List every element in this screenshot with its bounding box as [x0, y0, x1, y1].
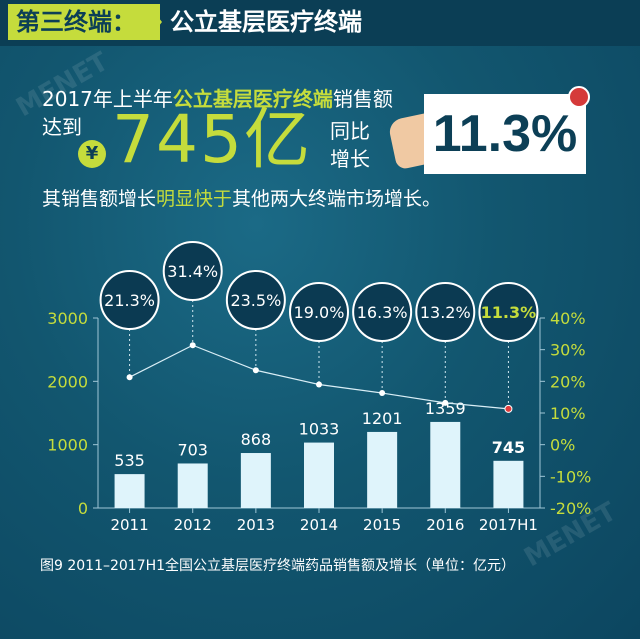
- growth-bubble: [478, 282, 539, 342]
- growth-value-label: 11.3%: [481, 303, 537, 322]
- headline-prefix: 2017年上半年: [42, 87, 173, 111]
- right-axis-tick-label: -10%: [550, 467, 591, 486]
- headline-suffix: 销售额: [332, 87, 393, 111]
- bar: [240, 453, 271, 508]
- growth-bubble: [289, 282, 349, 342]
- subline-suffix: 其他两大终端市场增长。: [232, 188, 442, 210]
- x-axis-tick-label: 2013: [237, 516, 275, 534]
- growth-bubble: [99, 270, 160, 330]
- subline-highlight: 明显快于: [156, 188, 233, 210]
- subline-prefix: 其销售额增长: [42, 188, 157, 210]
- growth-value-label: 23.5%: [230, 291, 281, 310]
- growth-value-label: 13.2%: [420, 303, 471, 322]
- section-tag-notch: [148, 4, 162, 40]
- right-axis-tick-label: 0%: [550, 436, 575, 455]
- chart-caption: 图9 2011–2017H1全国公立基层医疗终端药品销售额及增长（单位：亿元）: [40, 558, 516, 574]
- x-axis-tick-label: 2016: [426, 516, 464, 534]
- left-axis-tick-label: 0: [78, 499, 88, 518]
- growth-point: [252, 367, 259, 374]
- right-axis-tick-label: -20%: [550, 499, 591, 518]
- headline-line-1: 2017年上半年公立基层医疗终端销售额: [42, 86, 393, 112]
- ribbon-icon: [568, 86, 590, 108]
- bar: [430, 421, 461, 508]
- x-axis-tick-label: 2014: [300, 516, 338, 534]
- bar: [493, 460, 524, 508]
- growth-bubble: [162, 241, 223, 301]
- right-axis-tick-label: 40%: [550, 309, 586, 328]
- headline-line-2: 达到: [42, 115, 82, 139]
- bar-value-label: 868: [241, 430, 272, 449]
- bar: [367, 431, 398, 508]
- left-axis-tick-label: 1000: [47, 436, 88, 455]
- headline-highlight: 公立基层医疗终端: [172, 87, 333, 111]
- subline: 其销售额增长明显快于其他两大终端市场增长。: [42, 186, 441, 212]
- x-axis-tick-label: 2017H1: [479, 516, 538, 534]
- yoy-label-2: 增长: [330, 147, 370, 171]
- growth-bubble: [415, 282, 476, 342]
- yoy-value-card: 11.3%: [424, 94, 586, 174]
- yoy-label-1: 同比: [330, 119, 370, 143]
- bar-value-label: 535: [114, 451, 145, 470]
- bar: [177, 463, 208, 508]
- bar-value-label: 1033: [299, 420, 340, 439]
- yen-icon: ¥: [78, 140, 106, 168]
- section-title: 公立基层医疗终端: [170, 8, 362, 36]
- growth-point: [442, 399, 449, 406]
- growth-value-label: 19.0%: [294, 303, 345, 322]
- growth-point: [126, 374, 133, 381]
- growth-point: [379, 390, 386, 397]
- growth-bubble: [225, 270, 286, 330]
- right-axis-tick-label: 10%: [550, 404, 586, 423]
- growth-point: [504, 404, 513, 413]
- growth-value-label: 16.3%: [357, 303, 408, 322]
- growth-point: [316, 381, 322, 388]
- x-axis-tick-label: 2011: [110, 516, 148, 534]
- bar-value-label: 745: [492, 438, 525, 457]
- growth-value-label: 31.4%: [167, 262, 218, 281]
- right-axis-tick-label: 20%: [550, 372, 586, 391]
- right-axis-tick-label: 30%: [550, 341, 586, 360]
- bar-value-label: 703: [177, 440, 208, 459]
- left-axis-tick-label: 3000: [47, 309, 88, 328]
- x-axis-tick-label: 2015: [363, 516, 401, 534]
- growth-bubble: [352, 282, 413, 342]
- growth-value-label: 21.3%: [104, 291, 155, 310]
- section-tag: 第三终端：: [8, 4, 160, 40]
- sales-value: 745亿: [112, 101, 312, 178]
- bar: [304, 442, 334, 508]
- bar-value-label: 1201: [362, 409, 403, 428]
- left-axis-tick-label: 2000: [47, 372, 88, 391]
- x-axis-tick-label: 2012: [174, 516, 212, 534]
- growth-point: [189, 342, 196, 349]
- bar: [114, 474, 145, 508]
